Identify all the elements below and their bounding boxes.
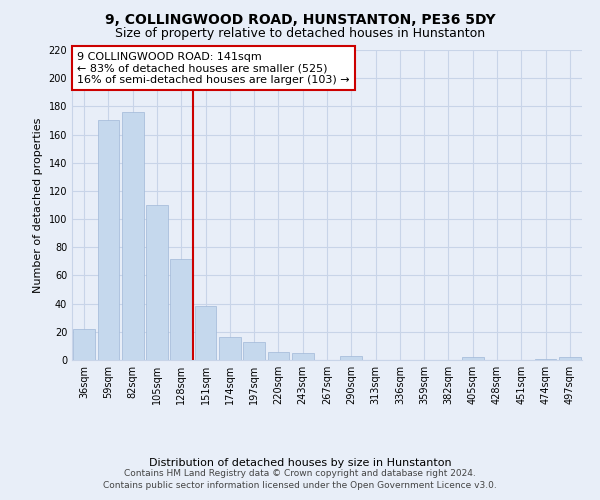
Bar [170,258,192,360]
Text: Contains HM Land Registry data © Crown copyright and database right 2024.
Contai: Contains HM Land Registry data © Crown c… [103,468,497,490]
Text: Distribution of detached houses by size in Hunstanton: Distribution of detached houses by size … [149,458,451,468]
Bar [219,338,241,360]
Y-axis label: Number of detached properties: Number of detached properties [33,118,43,292]
Bar [340,356,362,360]
Bar [462,357,484,360]
Bar [243,342,265,360]
Bar [97,120,119,360]
Bar [194,306,217,360]
Bar [122,112,143,360]
Bar [146,205,168,360]
Bar [535,358,556,360]
Text: 9 COLLINGWOOD ROAD: 141sqm
← 83% of detached houses are smaller (525)
16% of sem: 9 COLLINGWOOD ROAD: 141sqm ← 83% of deta… [77,52,350,84]
Bar [73,329,95,360]
Text: Size of property relative to detached houses in Hunstanton: Size of property relative to detached ho… [115,28,485,40]
Text: 9, COLLINGWOOD ROAD, HUNSTANTON, PE36 5DY: 9, COLLINGWOOD ROAD, HUNSTANTON, PE36 5D… [104,12,496,26]
Bar [559,357,581,360]
Bar [268,352,289,360]
Bar [292,353,314,360]
